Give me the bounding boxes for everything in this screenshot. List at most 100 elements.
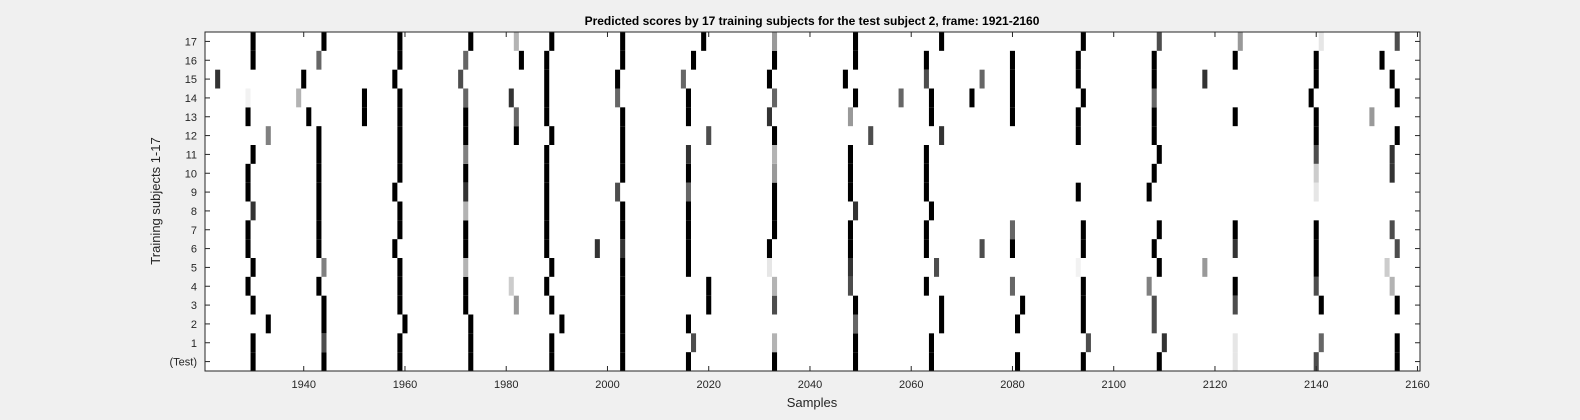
heatmap-cell	[979, 69, 985, 89]
heatmap-cell	[397, 295, 403, 315]
heatmap-cell	[772, 352, 778, 371]
heatmap-cell	[685, 220, 691, 240]
heatmap-cell	[868, 126, 874, 145]
heatmap-cell	[458, 69, 464, 89]
x-axis: 1940 1960 1980 2000 2020 2040 2060 2080 2100 2120…	[291, 32, 1430, 391]
heatmap-cell	[928, 107, 934, 127]
heatmap-cell	[1313, 163, 1319, 183]
heatmap-cell	[1015, 352, 1021, 371]
heatmap-cell	[1389, 145, 1395, 164]
heatmap-cell	[463, 295, 469, 315]
heatmap-cell	[245, 276, 251, 296]
heatmap-cell	[549, 32, 555, 51]
heatmap-row	[245, 276, 1395, 296]
heatmap-cell	[1313, 50, 1319, 70]
heatmap-cell	[1313, 182, 1319, 202]
heatmap-cell	[250, 258, 256, 277]
chart-title: Predicted scores by 17 training subjects…	[585, 14, 1040, 28]
heatmap-cell	[463, 182, 469, 202]
heatmap-cell	[245, 182, 251, 202]
heatmap-cell	[1151, 50, 1157, 70]
x-tick-label: 2160	[1405, 379, 1429, 391]
heatmap-cell	[928, 201, 934, 221]
heatmap-cell	[1384, 258, 1390, 277]
heatmap-row	[265, 314, 1157, 334]
heatmap-cell	[853, 201, 859, 221]
heatmap-cell	[397, 88, 403, 108]
heatmap-row	[250, 32, 1400, 51]
heatmap-cell	[1389, 163, 1395, 183]
heatmap-cell	[463, 258, 469, 277]
heatmap-cell	[463, 126, 469, 145]
heatmap-cell	[544, 239, 550, 258]
heatmap-cell	[1151, 88, 1157, 108]
heatmap-cell	[620, 295, 626, 315]
heatmap-cell	[316, 163, 322, 183]
y-tick-label: 12	[185, 131, 197, 143]
heatmap-cell	[620, 201, 626, 221]
heatmap-row	[250, 352, 1400, 371]
heatmap-cell	[615, 88, 621, 108]
heatmap-cell	[594, 239, 600, 258]
heatmap-cell	[544, 145, 550, 164]
heatmap-cell	[853, 352, 859, 371]
heatmap-cell	[685, 182, 691, 202]
heatmap-cell	[766, 239, 772, 258]
y-tick-label: 14	[185, 93, 197, 105]
heatmap-cell	[250, 295, 256, 315]
heatmap-cell	[620, 163, 626, 183]
heatmap-cell	[463, 239, 469, 258]
heatmap-cell	[361, 107, 367, 127]
heatmap-cell	[847, 182, 853, 202]
heatmap-cell	[620, 50, 626, 70]
heatmap-cell	[1156, 220, 1162, 240]
heatmap-cell	[620, 258, 626, 277]
heatmap-cell	[1232, 295, 1238, 315]
y-tick-label: 3	[191, 300, 197, 312]
y-tick-label: 16	[185, 55, 197, 67]
heatmap-cell	[1075, 50, 1081, 70]
heatmap-cells	[215, 32, 1400, 371]
heatmap-cell	[969, 88, 975, 108]
heatmap-cell	[939, 32, 945, 51]
heatmap-cell	[620, 145, 626, 164]
y-tick-label: 4	[191, 281, 197, 293]
y-tick-label: 13	[185, 112, 197, 124]
heatmap-cell	[544, 163, 550, 183]
y-axis-label: Training subjects 1-17	[148, 137, 163, 264]
heatmap-cell	[939, 126, 945, 145]
heatmap-cell	[620, 126, 626, 145]
heatmap-cell	[1015, 314, 1021, 334]
heatmap-cell	[766, 69, 772, 89]
heatmap-cell	[549, 295, 555, 315]
heatmap-cell	[392, 182, 398, 202]
heatmap-cell	[544, 182, 550, 202]
heatmap-cell	[939, 314, 945, 334]
heatmap-cell	[549, 333, 555, 353]
heatmap-cell	[923, 182, 929, 202]
heatmap-cell	[397, 126, 403, 145]
heatmap-cell	[296, 88, 302, 108]
heatmap-cell	[518, 50, 524, 70]
heatmap-cell	[1379, 50, 1385, 70]
y-tick-label: 10	[185, 168, 197, 180]
heatmap-cell	[1020, 295, 1026, 315]
heatmap-cell	[397, 258, 403, 277]
heatmap-cell	[772, 276, 778, 296]
heatmap-cell	[928, 333, 934, 353]
heatmap-cell	[766, 258, 772, 277]
heatmap-cell	[544, 107, 550, 127]
heatmap-row	[250, 50, 1385, 70]
heatmap-cell	[392, 69, 398, 89]
heatmap-cell	[559, 314, 565, 334]
heatmap-cell	[463, 163, 469, 183]
heatmap-cell	[468, 32, 474, 51]
heatmap-cell	[1156, 145, 1162, 164]
heatmap-cell	[1080, 88, 1086, 108]
heatmap-cell	[1151, 126, 1157, 145]
heatmap-cell	[934, 258, 940, 277]
heatmap-cell	[463, 50, 469, 70]
heatmap-cell	[316, 182, 322, 202]
heatmap-cell	[1075, 69, 1081, 89]
